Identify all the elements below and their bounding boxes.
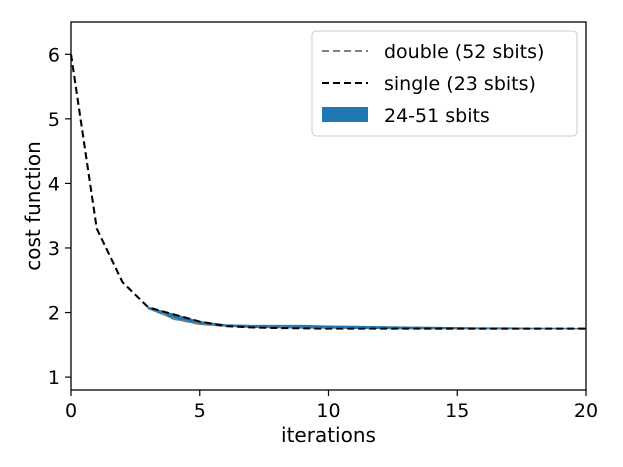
y-tick-label: 3 (48, 238, 60, 260)
legend-swatch-band (322, 107, 368, 122)
x-axis-label: iterations (281, 423, 376, 447)
legend-label-double: double (52 sbits) (384, 41, 544, 63)
y-tick-label: 6 (48, 44, 60, 66)
y-tick-label: 2 (48, 303, 60, 325)
x-tick-label: 5 (194, 400, 206, 422)
x-tick-label: 10 (316, 400, 340, 422)
x-tick-label: 15 (445, 400, 469, 422)
series-line-single (70, 54, 586, 330)
legend: double (52 sbits) single (23 sbits) 24-5… (311, 30, 578, 137)
legend-label-single: single (23 sbits) (384, 73, 536, 95)
legend-label-band: 24-51 sbits (384, 105, 490, 127)
band-24-51-sbits (147, 306, 587, 330)
ticks-layer: 0 5 10 15 20 1 2 3 4 5 6 (48, 44, 598, 422)
lines-layer (70, 54, 586, 330)
band-layer (147, 306, 587, 330)
y-tick-label: 5 (48, 109, 60, 131)
x-tick-label: 0 (65, 400, 77, 422)
y-axis-label: cost function (21, 141, 45, 271)
y-tick-label: 4 (48, 173, 60, 195)
y-tick-label: 1 (48, 367, 60, 389)
x-tick-label: 20 (574, 400, 598, 422)
legend-box (311, 30, 578, 137)
